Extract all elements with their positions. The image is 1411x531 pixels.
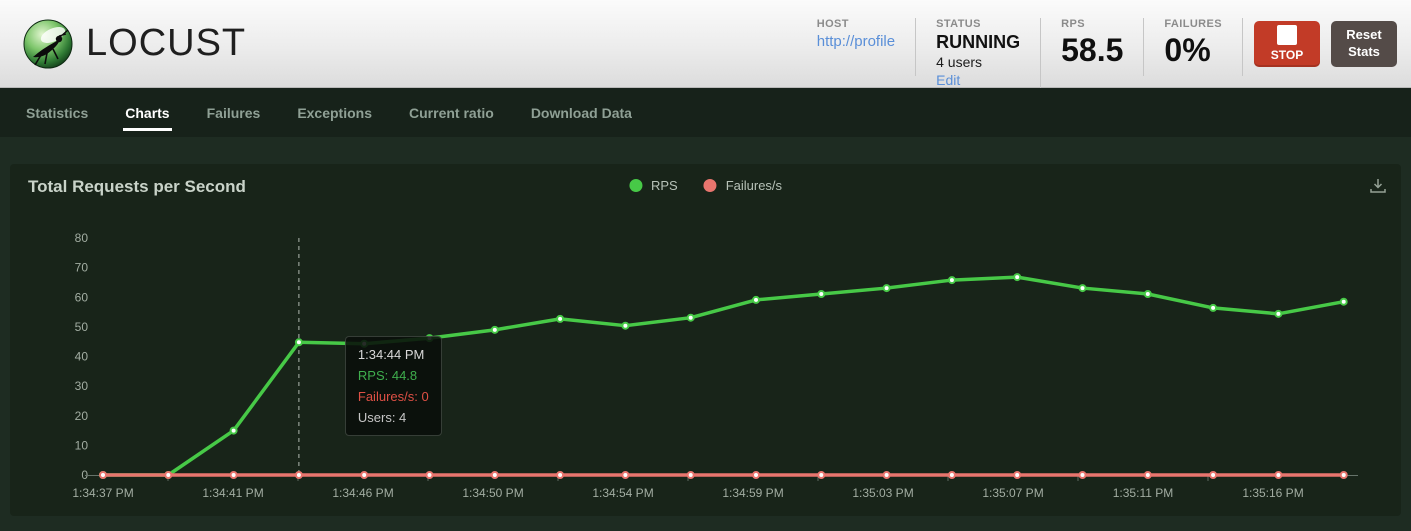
svg-text:60: 60 — [75, 290, 89, 304]
legend-dot-icon — [628, 179, 642, 192]
host-label: HOST — [816, 18, 849, 30]
app-header: LOCUST HOST http://profile STATUS RUNNIN… — [0, 0, 1411, 88]
tab-download-data[interactable]: Download Data — [530, 104, 632, 121]
svg-text:80: 80 — [75, 231, 89, 245]
svg-text:1:35:07 PM: 1:35:07 PM — [982, 486, 1043, 500]
rps-label: RPS — [1061, 18, 1085, 30]
status-users: 4 users — [936, 54, 983, 70]
failures-value: 0% — [1164, 32, 1211, 68]
chart-title: Total Requests per Second — [28, 177, 246, 196]
svg-text:1:34:37 PM: 1:34:37 PM — [72, 486, 133, 500]
host-block: HOST http://profile — [797, 18, 917, 76]
nav-bar: Statistics Charts Failures Exceptions Cu… — [0, 88, 1411, 137]
tooltip-failures: Failures/s: 0 — [357, 389, 429, 404]
locust-logo: LOCUST — [22, 18, 246, 70]
svg-text:1:35:16 PM: 1:35:16 PM — [1242, 486, 1303, 500]
reset-stats-button[interactable]: Reset Stats — [1331, 20, 1397, 67]
download-icon[interactable] — [1369, 178, 1387, 194]
tab-exceptions[interactable]: Exceptions — [297, 104, 373, 121]
legend-dot-icon — [703, 179, 717, 192]
chart-tooltip: 1:34:44 PM RPS: 44.8 Failures/s: 0 Users… — [344, 336, 442, 436]
rps-value: 58.5 — [1061, 32, 1124, 68]
edit-link[interactable]: Edit — [936, 72, 961, 88]
status-label: STATUS — [936, 18, 981, 30]
svg-text:1:34:59 PM: 1:34:59 PM — [722, 486, 783, 500]
stop-button[interactable]: STOP — [1254, 20, 1320, 67]
svg-text:1:34:46 PM: 1:34:46 PM — [332, 486, 393, 500]
tooltip-rps: RPS: 44.8 — [357, 368, 418, 383]
legend-item-failures-s[interactable]: Failures/s — [703, 178, 783, 193]
main-content: Total Requests per Second RPS Failures/s … — [0, 137, 1411, 531]
status-value: RUNNING — [936, 32, 1021, 52]
chart-panel: Total Requests per Second RPS Failures/s … — [10, 164, 1401, 516]
svg-text:10: 10 — [75, 438, 89, 452]
svg-text:1:35:11 PM: 1:35:11 PM — [1113, 486, 1173, 500]
tab-current-ratio[interactable]: Current ratio — [409, 104, 494, 121]
svg-text:70: 70 — [75, 261, 89, 275]
chart-legend: RPS Failures/s — [628, 178, 783, 193]
stop-square-icon — [1277, 25, 1297, 45]
svg-text:1:34:41 PM: 1:34:41 PM — [202, 486, 263, 500]
tooltip-time: 1:34:44 PM — [357, 347, 425, 362]
failures-label: FAILURES — [1164, 18, 1222, 30]
tab-statistics[interactable]: Statistics — [26, 104, 89, 121]
legend-label: Failures/s — [725, 178, 783, 193]
svg-text:0: 0 — [81, 468, 88, 482]
svg-text:30: 30 — [75, 379, 89, 393]
locust-logo-icon — [23, 19, 73, 68]
tooltip-users: Users: 4 — [357, 410, 407, 425]
status-block: STATUS RUNNING 4 users Edit — [916, 18, 1042, 88]
stop-button-label: STOP — [1270, 48, 1304, 62]
rps-block: RPS 58.5 — [1041, 18, 1145, 76]
logo-text: LOCUST — [86, 22, 247, 64]
legend-item-rps[interactable]: RPS — [628, 178, 678, 193]
failures-block: FAILURES 0% — [1144, 18, 1243, 76]
svg-text:40: 40 — [75, 350, 89, 364]
svg-text:1:34:50 PM: 1:34:50 PM — [462, 486, 523, 500]
svg-text:1:34:54 PM: 1:34:54 PM — [592, 486, 653, 500]
chart-plot[interactable]: 0 10 20 30 40 50 60 70 80 1:34:37 PM 1:34:41 PM 1:3… — [10, 164, 1401, 516]
tab-charts[interactable]: Charts — [123, 88, 172, 137]
legend-label: RPS — [650, 178, 678, 193]
svg-text:20: 20 — [75, 409, 89, 423]
svg-text:50: 50 — [75, 320, 89, 334]
svg-text:1:35:03 PM: 1:35:03 PM — [852, 486, 913, 500]
host-link[interactable]: http://profile — [816, 33, 896, 50]
tab-failures[interactable]: Failures — [206, 104, 261, 121]
